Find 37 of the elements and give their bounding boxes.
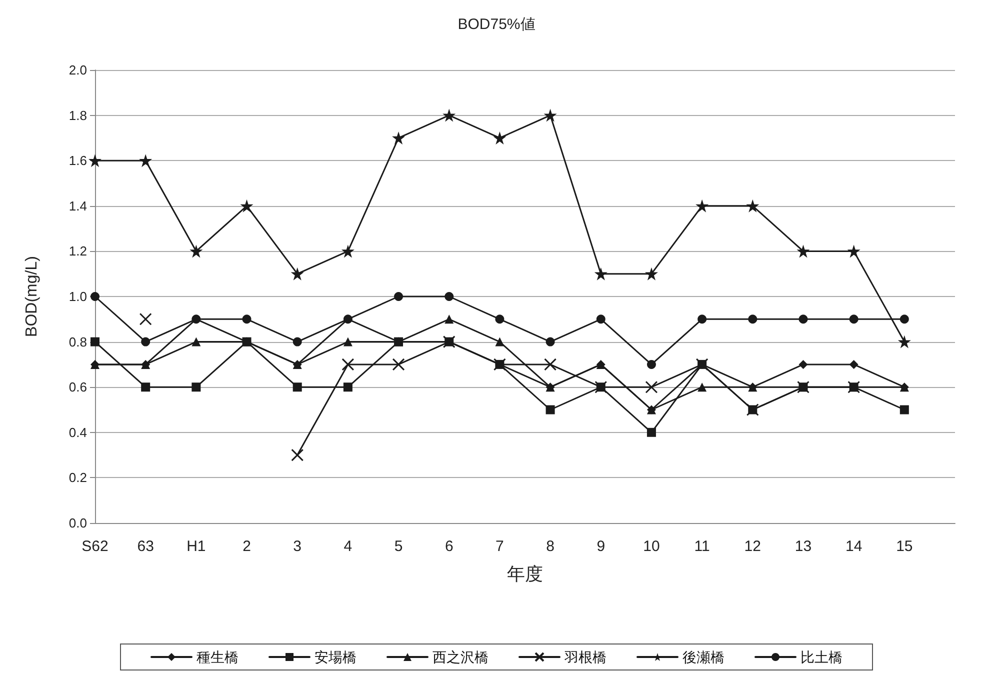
x-tick-label: 11: [694, 538, 710, 555]
x-tick-label: 7: [496, 538, 504, 555]
x-tick-label: H1: [186, 538, 206, 555]
x-axis-title: 年度: [507, 564, 543, 584]
y-tick-label: 1.6: [68, 153, 87, 168]
y-tick-label: 0.8: [68, 334, 87, 350]
y-tick-label: 0.4: [68, 424, 87, 440]
x-tick-label: 10: [643, 538, 660, 555]
y-tick-label: 1.2: [68, 244, 87, 259]
y-tick-label: 1.8: [68, 108, 87, 123]
y-axis-title: BOD(mg/L): [24, 256, 40, 337]
legend-label: 比土橋: [800, 649, 842, 665]
x-tick-label: 5: [394, 538, 403, 555]
x-tick-label: S62: [82, 538, 108, 555]
y-tick-label: 1.4: [68, 198, 87, 214]
x-tick-label: 6: [444, 538, 454, 555]
x-tick-label: 12: [744, 538, 761, 555]
text: 1.0: [68, 289, 87, 304]
chart-title: BOD75%値: [458, 16, 536, 33]
x-tick-label: 13: [794, 538, 812, 555]
legend-label: 西之沢橋: [432, 649, 488, 665]
legend-label: 羽根橋: [564, 649, 606, 665]
y-tick-label: 0.2: [68, 470, 87, 486]
x-tick-label: 15: [896, 538, 913, 555]
text: 2.0: [68, 62, 87, 78]
legend-label: 後瀬橋: [682, 649, 724, 665]
x-tick-label: 14: [845, 538, 862, 555]
x-tick-label: 9: [596, 538, 606, 555]
legend-label: 種生橋: [196, 649, 238, 665]
x-tick-label: 63: [137, 538, 154, 555]
x-tick-label: 4: [344, 538, 352, 555]
x-tick-label: 3: [293, 538, 302, 555]
x-tick-label: 2: [242, 538, 251, 555]
legend-label: 安場橋: [314, 649, 356, 665]
y-tick-label: 0.6: [68, 380, 87, 395]
x-tick-label: 8: [546, 538, 554, 555]
text: 0.0: [68, 516, 87, 530]
